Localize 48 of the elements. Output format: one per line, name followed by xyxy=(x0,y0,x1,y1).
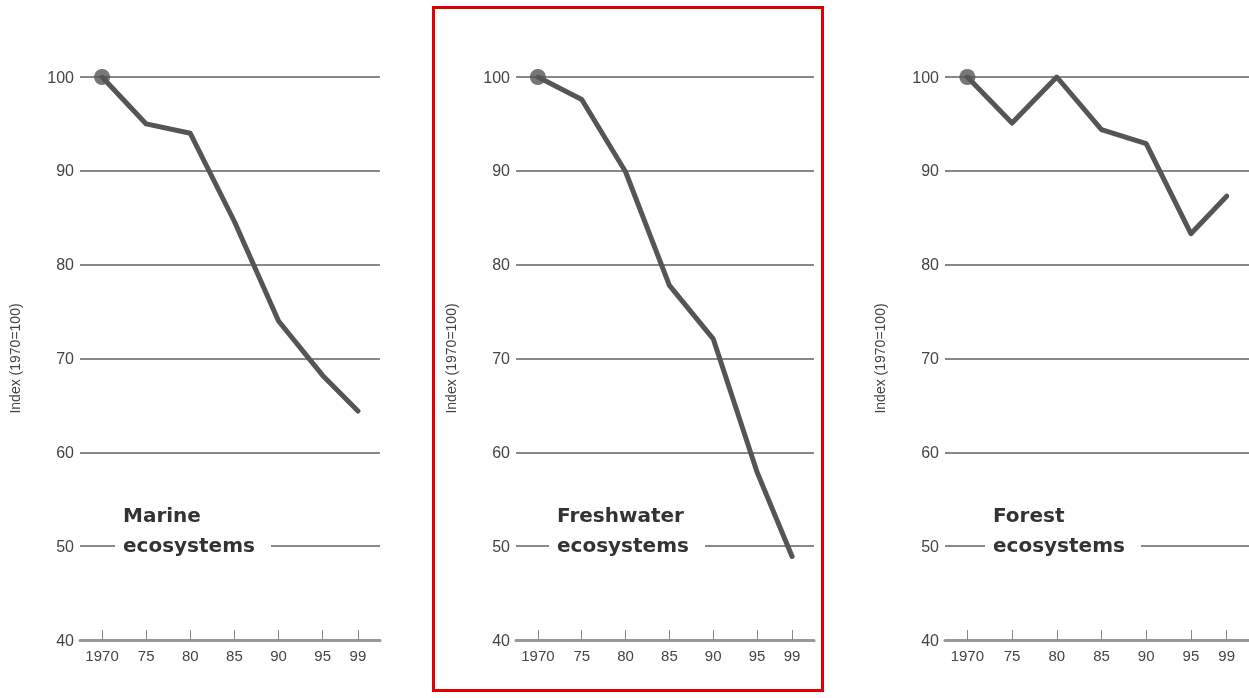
y-tick-label: 40 xyxy=(921,631,940,649)
y-tick-label: 80 xyxy=(921,256,940,274)
x-tick-label: 85 xyxy=(226,647,243,664)
x-tick-label: 95 xyxy=(314,647,331,664)
y-tick-label: 50 xyxy=(56,537,75,555)
x-tick-label: 80 xyxy=(617,647,634,664)
x-tick-label: 90 xyxy=(1137,647,1155,664)
x-tick-label: 99 xyxy=(349,647,367,664)
y-tick-label: 80 xyxy=(56,256,75,274)
y-axis-title: Index (1970=100) xyxy=(7,303,23,414)
x-tick-label: 99 xyxy=(783,647,801,664)
y-tick-label: 90 xyxy=(921,162,940,180)
y-tick-label: 80 xyxy=(492,256,511,274)
x-tick-label: 95 xyxy=(1182,647,1200,664)
y-tick-label: 100 xyxy=(47,68,75,86)
y-tick-label: 40 xyxy=(56,631,75,649)
x-tick-label: 1970 xyxy=(950,647,985,664)
x-tick-label: 75 xyxy=(573,647,591,664)
y-tick-label: 60 xyxy=(56,443,75,461)
x-tick-label: 1970 xyxy=(85,647,119,664)
y-tick-label: 70 xyxy=(56,350,75,367)
y-tick-label: 90 xyxy=(492,162,511,180)
x-tick-label: 90 xyxy=(270,647,287,664)
y-tick-label: 70 xyxy=(921,350,940,367)
x-tick-label: 75 xyxy=(137,647,155,664)
x-tick-label: 1970 xyxy=(521,647,555,664)
text: Freshwater ecosystems xyxy=(557,503,691,557)
x-tick-label: 85 xyxy=(1093,647,1110,664)
y-tick-label: 50 xyxy=(921,537,940,555)
y-tick-label: 70 xyxy=(492,350,511,367)
y-tick-label: 60 xyxy=(492,443,511,461)
x-tick-label: 80 xyxy=(1048,647,1066,664)
y-tick-label: 100 xyxy=(912,68,940,86)
x-tick-label: 99 xyxy=(1218,647,1235,664)
y-tick-label: 90 xyxy=(56,162,75,180)
x-tick-label: 75 xyxy=(1003,647,1021,664)
y-axis-title: Index (1970=100) xyxy=(872,303,888,414)
x-tick-label: 95 xyxy=(748,647,766,664)
y-tick-label: 60 xyxy=(921,443,940,461)
text: Forest ecosystems xyxy=(993,503,1125,557)
y-tick-label: 50 xyxy=(492,537,511,555)
y-tick-label: 40 xyxy=(492,631,511,649)
x-tick-label: 85 xyxy=(661,647,678,664)
y-axis-title: Index (1970=100) xyxy=(443,303,459,414)
x-tick-label: 90 xyxy=(704,647,722,664)
text: Marine ecosystems xyxy=(123,503,255,557)
y-tick-label: 100 xyxy=(483,68,511,86)
x-tick-label: 80 xyxy=(181,647,199,664)
